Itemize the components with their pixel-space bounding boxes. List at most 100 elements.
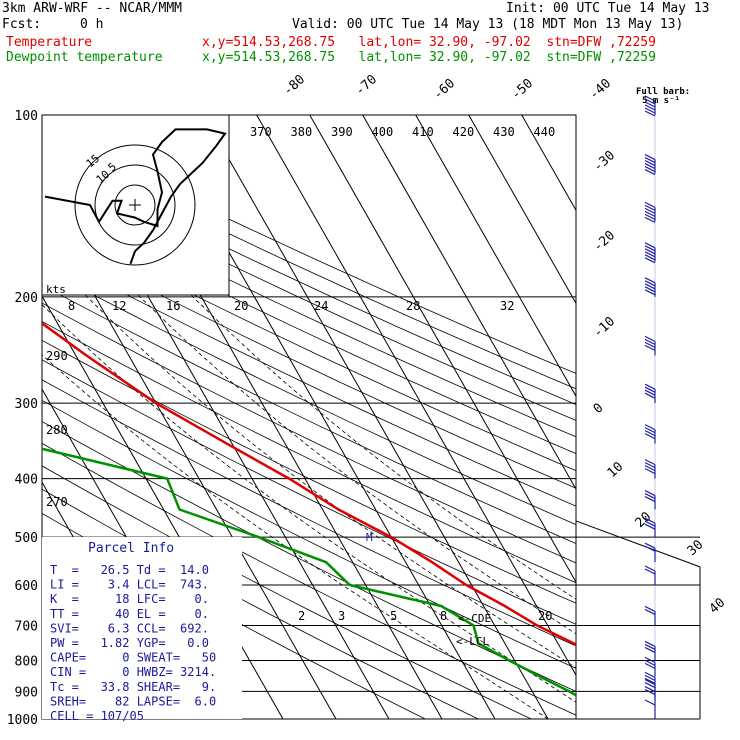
wind-barb: [644, 640, 656, 661]
wind-barb-flag: [644, 383, 656, 390]
wind-barb-flag: [644, 392, 656, 399]
wind-barb-flag: [644, 427, 656, 434]
wind-barb-flag: [644, 286, 656, 293]
temperature-tick-label: -20: [591, 228, 618, 255]
moist-adiabat-line: [67, 221, 576, 635]
wind-barb-flag: [644, 671, 656, 678]
temperature-tick-label: -30: [591, 148, 618, 175]
parcel-info-row: T = 26.5 Td = 14.0: [50, 563, 209, 577]
hodograph-ring: [94, 164, 176, 246]
wind-barb-flag: [644, 341, 656, 348]
fcst-label: Fcst:: [2, 17, 42, 32]
wind-barb-flag: [644, 640, 656, 648]
wind-barb-flag: [644, 280, 656, 287]
dry-adiabat-line: [42, 442, 576, 716]
wind-barb-flag: [644, 424, 656, 431]
mixing-ratio-label: 12: [112, 299, 126, 313]
theta-label: 420: [453, 125, 475, 139]
mixing-ratio-label: 20: [234, 299, 248, 313]
wind-barb-flag: [644, 490, 656, 497]
wind-barb-flag: [644, 679, 656, 686]
dry-adiabat-line: [42, 302, 576, 564]
wind-barb-flag: [644, 344, 656, 351]
wind-barb-flag: [644, 493, 656, 500]
wind-barb-flag: [644, 608, 656, 615]
dry-adiabat-line: [42, 185, 576, 438]
wind-barb-flag: [644, 689, 656, 696]
dry-adiabat-line: [42, 250, 576, 507]
lcl-marker: <-LCL: [456, 635, 489, 648]
wind-barbs: [644, 95, 656, 719]
isotherm-line: [362, 115, 576, 491]
isotherm-line: [309, 115, 576, 584]
wind-barb-flag: [644, 568, 656, 575]
wind-barb-flag: [644, 542, 656, 549]
temperature-tick-label: -40: [587, 76, 614, 103]
temperature-tick-label: -80: [281, 72, 308, 99]
temperature-tick-label: -60: [431, 76, 458, 103]
pressure-tick-label: 300: [15, 397, 38, 412]
wind-barb: [644, 153, 656, 176]
pressure-tick-label: 400: [15, 473, 38, 488]
hodograph-trace-group: [44, 128, 227, 265]
pressure-tick-label: 600: [15, 579, 38, 594]
pressure-tick-label: 200: [15, 291, 38, 306]
wind-barb-flag: [644, 565, 656, 572]
barb-legend-line1: Full barb:: [636, 87, 690, 97]
plot-frame: [41, 114, 577, 720]
wind-barb-flag: [644, 643, 656, 651]
wind-barb: [644, 459, 656, 479]
mixing-ratio-label: 28: [406, 299, 420, 313]
parcel-info-row: CIN = 0 HWBZ= 3214.: [50, 665, 216, 679]
theta-label: 410: [412, 125, 434, 139]
wind-barb-flag: [644, 523, 656, 530]
dry-adiabat-line: [42, 399, 576, 669]
pressure-tick-label: 900: [15, 685, 38, 700]
wind-barb-flag: [644, 283, 656, 290]
parcel-info-row: Tc = 33.8 SHEAR= 9.: [50, 680, 216, 694]
wind-barb-flag: [644, 107, 656, 114]
cde-marker: <-CDE: [458, 612, 491, 625]
pressure-tick-label: 800: [15, 654, 38, 669]
mixing-ratio-low-label: 8: [440, 609, 447, 623]
wind-barb-flag: [644, 210, 656, 217]
wind-barb-flag: [644, 289, 656, 296]
wind-barb-flag: [644, 213, 656, 220]
wind-barb: [644, 565, 656, 586]
parcel-info-title: Parcel Info: [88, 541, 174, 556]
pressure-tick-label: 100: [15, 109, 38, 124]
isotherm-line: [415, 115, 576, 398]
temperature-profile: [42, 321, 576, 647]
wind-barb-flag: [644, 242, 656, 249]
mixing-ratio-label: 16: [166, 299, 180, 313]
wind-barb-flag: [644, 207, 656, 214]
dry-adiabat-line: [42, 421, 576, 692]
isotherm-line: [203, 115, 549, 719]
temperature-location: x,y=514.53,268.75 lat,lon= 32.90, -97.02…: [202, 35, 656, 50]
wind-barb: [644, 424, 656, 444]
theta-label: 430: [493, 125, 515, 139]
wind-barb-flag: [644, 656, 656, 663]
theta-label: 440: [534, 125, 556, 139]
wind-barb-flag: [644, 517, 656, 524]
moist-adiabat-line: [42, 354, 549, 719]
wind-barb-flag: [644, 545, 656, 552]
mixing-ratio-label: 8: [68, 299, 75, 313]
dry-adiabat-line: [42, 140, 576, 390]
parcel-info-row: CELL = 107/05: [50, 709, 144, 723]
dewpoint-legend-label: Dewpoint temperature: [6, 50, 163, 65]
pressure-tick-label: 700: [15, 619, 38, 634]
parcel-info-row: TT = 40 EL = 0.: [50, 607, 209, 621]
theta-label: 380: [291, 125, 313, 139]
wind-barb: [644, 335, 656, 356]
wind-barb-flag: [644, 162, 656, 170]
wind-barb: [644, 699, 656, 719]
dewpoint-profile: [42, 447, 576, 697]
wind-barb-flag: [644, 153, 656, 161]
dewpoint-location: x,y=514.53,268.75 lat,lon= 32.90, -97.02…: [202, 50, 656, 65]
wind-barb-flag: [644, 277, 656, 284]
parcel-info-box: Parcel Info T = 26.5 Td = 14.0LI = 3.4 LC…: [42, 537, 242, 723]
plot-extension-edge: [575, 520, 701, 568]
